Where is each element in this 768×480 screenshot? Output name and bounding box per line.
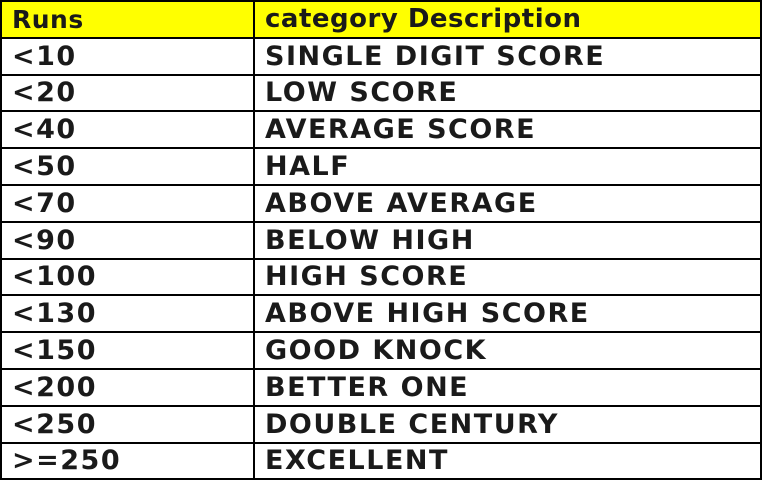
- table-row: <100 HIGH SCORE: [0, 257, 762, 297]
- description-cell: HIGH SCORE: [253, 257, 762, 297]
- table-row: >=250 EXCELLENT: [0, 441, 762, 480]
- table-row: <70 ABOVE AVERAGE: [0, 183, 762, 223]
- table-row: <150 GOOD KNOCK: [0, 331, 762, 370]
- runs-cell: <20: [0, 73, 255, 113]
- table-row: <200 BETTER ONE: [0, 367, 762, 407]
- runs-cell: <50: [0, 147, 255, 186]
- table-row: <130 ABOVE HIGH SCORE: [0, 294, 762, 334]
- description-cell: HALF: [253, 147, 762, 186]
- runs-cell: <10: [0, 36, 255, 76]
- table-row: <40 AVERAGE SCORE: [0, 110, 762, 150]
- header-runs: Runs: [0, 0, 255, 39]
- runs-cell: <150: [0, 331, 255, 370]
- table-row: <250 DOUBLE CENTURY: [0, 404, 762, 444]
- description-cell: ABOVE HIGH SCORE: [253, 294, 762, 334]
- runs-cell: <200: [0, 367, 255, 407]
- description-cell: LOW SCORE: [253, 73, 762, 113]
- description-cell: GOOD KNOCK: [253, 331, 762, 370]
- runs-cell: <250: [0, 404, 255, 444]
- runs-cell: <90: [0, 220, 255, 260]
- description-cell: AVERAGE SCORE: [253, 110, 762, 150]
- description-cell: ABOVE AVERAGE: [253, 183, 762, 223]
- table-row: <50 HALF: [0, 147, 762, 186]
- description-cell: EXCELLENT: [253, 441, 762, 480]
- runs-cell: <130: [0, 294, 255, 334]
- runs-cell: <100: [0, 257, 255, 297]
- runs-cell: <70: [0, 183, 255, 223]
- description-cell: BETTER ONE: [253, 367, 762, 407]
- header-row: Runs category Description: [0, 0, 762, 39]
- table-row: <10 SINGLE DIGIT SCORE: [0, 36, 762, 76]
- table-row: <90 BELOW HIGH: [0, 220, 762, 260]
- header-category-description: category Description: [253, 0, 762, 39]
- runs-cell: <40: [0, 110, 255, 150]
- description-cell: BELOW HIGH: [253, 220, 762, 260]
- table-row: <20 LOW SCORE: [0, 73, 762, 113]
- description-cell: DOUBLE CENTURY: [253, 404, 762, 444]
- description-cell: SINGLE DIGIT SCORE: [253, 36, 762, 76]
- runs-cell: >=250: [0, 441, 255, 480]
